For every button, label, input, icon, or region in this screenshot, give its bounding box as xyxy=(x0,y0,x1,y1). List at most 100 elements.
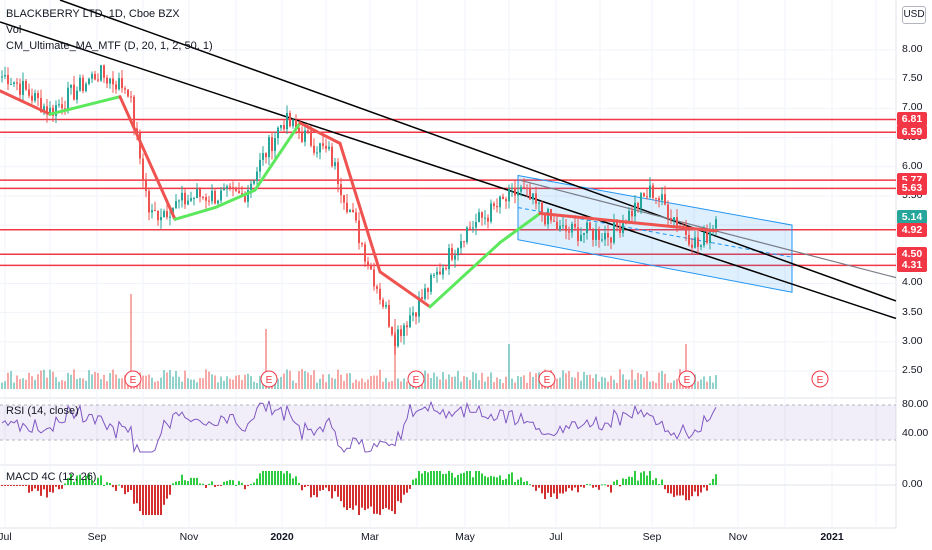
macd-bar xyxy=(217,485,219,486)
candle-body xyxy=(436,271,438,275)
volume-bar xyxy=(640,374,642,389)
volume-bar xyxy=(496,377,498,389)
macd-bar xyxy=(484,476,486,485)
moving-average-segment xyxy=(0,89,52,116)
macd-bar xyxy=(481,473,483,485)
macd-bar xyxy=(673,485,675,497)
volume-bar xyxy=(61,380,63,389)
volume-bar xyxy=(676,378,678,389)
macd-bar xyxy=(181,474,183,485)
volume-bar xyxy=(142,375,144,389)
candle-body xyxy=(208,200,210,202)
candle-body xyxy=(253,180,255,184)
macd-bar xyxy=(319,485,321,491)
candle-body xyxy=(427,288,429,292)
time-tick-label: Jul xyxy=(549,531,563,543)
volume-bar xyxy=(460,381,462,389)
candle-body xyxy=(283,125,285,130)
macd-bar xyxy=(250,483,252,485)
candle-body xyxy=(184,192,186,205)
macd-bar xyxy=(121,485,123,488)
volume-bar xyxy=(559,377,561,389)
volume-bar xyxy=(112,369,114,389)
candle-body xyxy=(388,304,390,327)
macd-bar xyxy=(523,481,525,485)
macd-bar xyxy=(58,485,60,490)
volume-bar xyxy=(217,382,219,389)
candle-body xyxy=(106,77,108,84)
candle-body xyxy=(334,162,336,167)
volume-bar xyxy=(514,382,516,389)
candle-body xyxy=(280,125,282,128)
macd-bar xyxy=(184,480,186,485)
macd-bar xyxy=(685,485,687,501)
macd-bar xyxy=(64,483,66,485)
macd-bar xyxy=(388,485,390,510)
level-price-label: 6.81 xyxy=(897,112,927,127)
volume-bar xyxy=(196,382,198,389)
candle-body xyxy=(340,184,342,196)
macd-bar xyxy=(187,481,189,485)
candle-body xyxy=(463,241,465,243)
volume-bar xyxy=(76,379,78,389)
macd-bar xyxy=(34,485,36,489)
candle-body xyxy=(166,211,168,218)
volume-bar xyxy=(160,377,162,389)
candle-body xyxy=(16,82,18,84)
macd-bar xyxy=(346,485,348,511)
candle-body xyxy=(307,130,309,132)
macd-bar xyxy=(499,475,501,485)
candle-body xyxy=(661,194,663,201)
candle-body xyxy=(529,188,531,200)
candle-body xyxy=(7,75,9,85)
macd-bar xyxy=(682,485,684,496)
macd-bar xyxy=(538,485,540,488)
macd-histogram xyxy=(1,471,717,515)
candle-body xyxy=(160,217,162,221)
candle-body xyxy=(235,188,237,191)
macd-bar xyxy=(316,485,318,498)
macd-bar xyxy=(604,484,606,486)
macd-bar xyxy=(562,485,564,494)
candle-body xyxy=(28,89,30,96)
candle-body xyxy=(112,78,114,85)
candle-body xyxy=(448,248,450,270)
volume-bar xyxy=(64,381,66,389)
volume-bar xyxy=(100,379,102,389)
volume-bar xyxy=(568,370,570,389)
candle-body xyxy=(457,248,459,256)
candle-body xyxy=(256,171,258,181)
macd-bar xyxy=(334,485,336,492)
macd-bar xyxy=(271,471,273,485)
candle-body xyxy=(100,65,102,81)
currency-button[interactable]: USD xyxy=(902,6,926,24)
volume-bar xyxy=(31,376,33,389)
volume-bar xyxy=(121,378,123,389)
macd-bar xyxy=(598,485,600,490)
moving-average-segment xyxy=(538,211,718,233)
earnings-marker-circle xyxy=(538,370,556,388)
price-tick-label: 7.00 xyxy=(902,101,923,114)
macd-bar xyxy=(175,481,177,485)
volume-bar xyxy=(370,376,372,389)
trend-line xyxy=(59,0,897,302)
candle-body xyxy=(466,227,468,243)
macd-bar xyxy=(94,483,96,485)
candle-body xyxy=(46,106,48,115)
candle-body xyxy=(538,202,540,204)
macd-bar xyxy=(337,485,339,497)
macd-bar xyxy=(514,482,516,485)
macd-bar xyxy=(109,482,111,485)
macd-bar xyxy=(475,471,477,485)
volume-bar xyxy=(406,381,408,389)
candle-body xyxy=(127,89,129,97)
candle-body xyxy=(85,83,87,91)
volume-bar xyxy=(400,381,402,389)
earnings-marker-label: E xyxy=(130,375,137,386)
candle-body xyxy=(649,185,651,198)
moving-average-segment xyxy=(173,206,217,221)
candle-body xyxy=(634,202,636,217)
macd-bar xyxy=(244,485,246,490)
candle-body xyxy=(109,78,111,84)
